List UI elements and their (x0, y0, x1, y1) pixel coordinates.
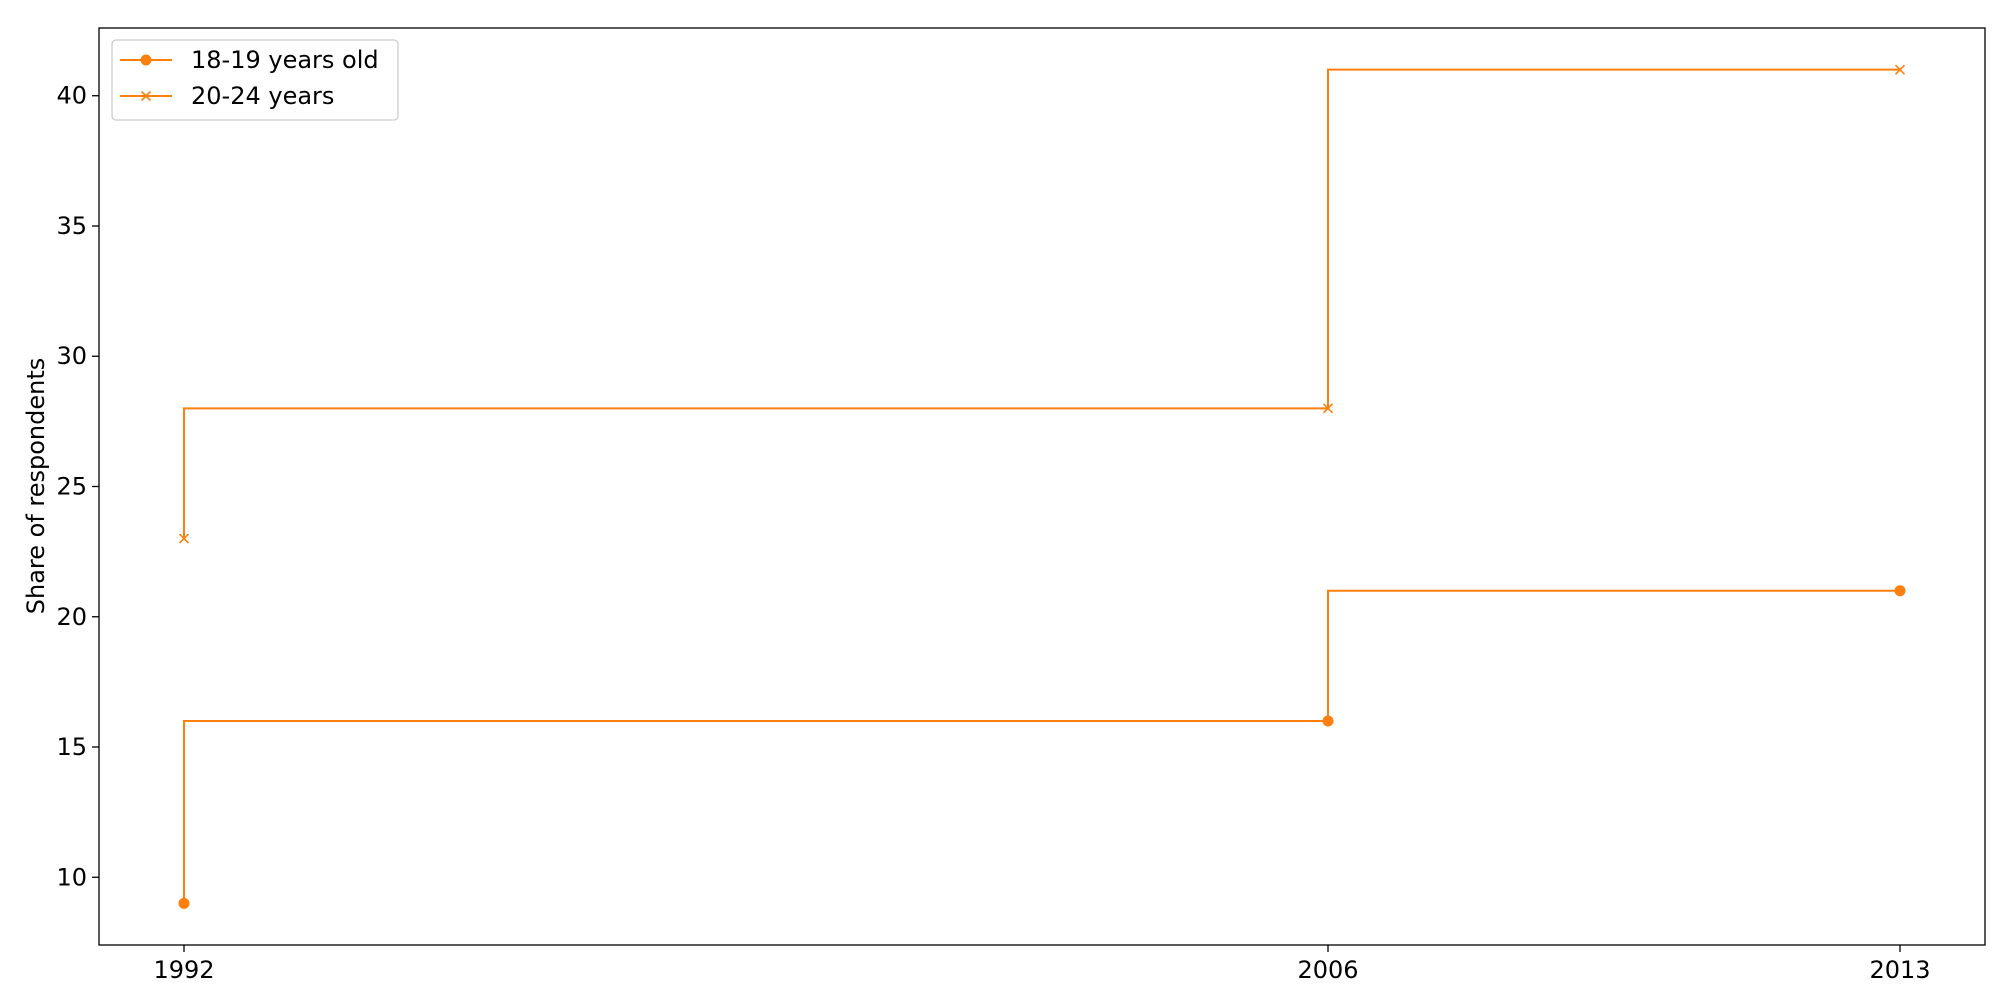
data-point (178, 897, 190, 909)
y-tick-label: 30 (56, 342, 87, 370)
y-tick-label: 35 (56, 212, 87, 240)
legend-label: 18-19 years old (191, 46, 379, 74)
legend: 18-19 years old 20-24 years (111, 39, 399, 121)
plot-area-frame (98, 27, 1986, 946)
legend-marker (140, 90, 152, 102)
y-tick-label: 10 (56, 863, 87, 891)
y-axis: 10 15 20 25 30 35 40 (56, 82, 99, 891)
data-point (1894, 64, 1906, 75)
data-point (178, 533, 190, 544)
series-line (183, 68, 1900, 539)
legend-marker (140, 54, 152, 66)
series-line (183, 589, 1900, 904)
x-tick-label: 2006 (1297, 956, 1358, 984)
series-2 (178, 64, 1906, 544)
data-point (1322, 715, 1334, 727)
x-tick-label: 1992 (153, 956, 214, 984)
legend-label: 20-24 years (191, 82, 334, 110)
y-tick-label: 15 (56, 733, 87, 761)
data-point (1894, 585, 1906, 597)
series-layer (178, 64, 1906, 909)
data-point (1322, 403, 1334, 414)
y-tick-label: 40 (56, 82, 87, 110)
legend-box (111, 39, 399, 121)
y-axis-label: Share of respondents (22, 358, 50, 615)
y-tick-label: 20 (56, 603, 87, 631)
x-axis: 1992 2006 2013 (153, 945, 1931, 984)
x-tick-label: 2013 (1869, 956, 1930, 984)
series-1 (178, 585, 1906, 909)
y-tick-label: 25 (56, 473, 87, 501)
